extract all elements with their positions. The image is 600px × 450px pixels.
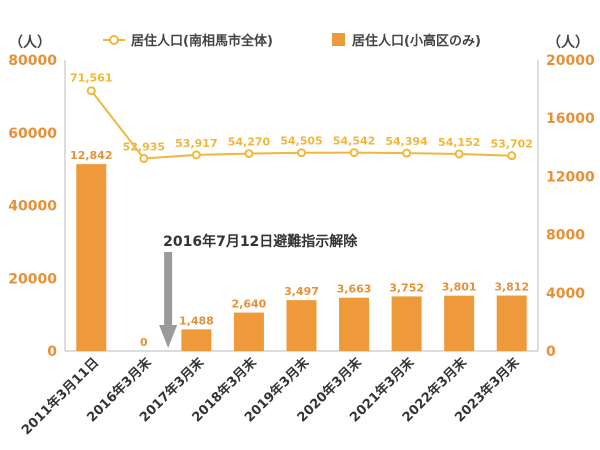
line-data-label: 54,152 xyxy=(438,136,480,149)
right-axis-unit: （人） xyxy=(547,34,589,51)
right-axis-tick-label: 16000 xyxy=(546,111,595,127)
legend-label-odaka: 居住人口(小高区のみ) xyxy=(352,33,481,49)
right-axis-tick-label: 4000 xyxy=(546,286,585,302)
line-point xyxy=(402,148,412,158)
right-axis-tick-label: 8000 xyxy=(546,228,585,244)
right-axis-tick-label: 20000 xyxy=(546,53,595,69)
line-point xyxy=(191,150,201,160)
bar-data-label: 3,752 xyxy=(389,281,424,294)
line-point xyxy=(139,153,149,163)
line-point xyxy=(86,86,96,96)
bar-data-label: 3,663 xyxy=(337,283,372,296)
bar-data-label: 1,488 xyxy=(179,314,214,327)
bar-oodaka xyxy=(391,296,422,351)
left-axis-tick-label: 60000 xyxy=(8,126,57,142)
line-data-label: 54,394 xyxy=(385,135,428,148)
bar-oodaka xyxy=(233,312,264,351)
x-axis-category-label: 2011年3月11日 xyxy=(18,355,102,439)
line-data-label: 54,542 xyxy=(333,135,375,148)
line-point xyxy=(507,151,517,161)
bar-oodaka xyxy=(76,164,107,351)
left-axis-tick-label: 0 xyxy=(47,344,57,360)
bar-oodaka xyxy=(496,295,527,351)
bar-data-label: 12,842 xyxy=(70,149,112,162)
bar-data-label: 3,497 xyxy=(284,285,319,298)
left-axis-tick-label: 80000 xyxy=(8,53,57,69)
bar-oodaka xyxy=(444,295,475,351)
bar-data-label: 0 xyxy=(140,336,148,349)
line-group xyxy=(86,86,517,163)
annotation-arrow-shaft xyxy=(164,252,173,325)
left-axis-tick-label: 40000 xyxy=(8,199,57,215)
line-data-label: 71,561 xyxy=(70,72,112,85)
line-data-label: 54,270 xyxy=(228,136,271,149)
right-axis-tick-label: 0 xyxy=(546,344,556,360)
line-point xyxy=(297,148,306,158)
bar-oodaka xyxy=(181,329,212,351)
line-data-label: 53,917 xyxy=(175,137,217,150)
line-point xyxy=(244,149,254,159)
annotation-text: 2016年7月12日避難指示解除 xyxy=(163,233,358,250)
left-axis-tick-label: 20000 xyxy=(8,271,57,287)
line-point xyxy=(349,148,359,158)
bar-data-label: 2,640 xyxy=(232,298,267,311)
legend-bar-swatch xyxy=(332,33,345,46)
annotation-group: 2016年7月12日避難指示解除 xyxy=(159,233,358,348)
legend-line-marker xyxy=(109,35,119,45)
bar-oodaka xyxy=(339,297,370,351)
bar-oodaka xyxy=(286,300,317,351)
annotation-arrow-head xyxy=(159,325,178,348)
line-data-label: 54,505 xyxy=(280,135,322,148)
legend-label-total: 居住人口(南相馬市全体) xyxy=(131,33,273,49)
labels-group: 12,842 0 1,488 2,640 3,497 3,663 3,752 3,801 3,8… xyxy=(70,72,533,349)
right-axis-tick-label: 12000 xyxy=(546,169,595,185)
bar-data-label: 3,801 xyxy=(442,281,477,294)
line-data-label: 52,935 xyxy=(123,140,165,153)
line-point xyxy=(454,149,464,159)
bars-group xyxy=(76,164,527,351)
left-axis-unit: （人） xyxy=(9,34,51,51)
bar-data-label: 3,812 xyxy=(494,281,529,294)
legend-group: 居住人口(南相馬市全体) 居住人口(小高区のみ) xyxy=(103,33,481,49)
line-data-label: 53,702 xyxy=(490,138,532,151)
